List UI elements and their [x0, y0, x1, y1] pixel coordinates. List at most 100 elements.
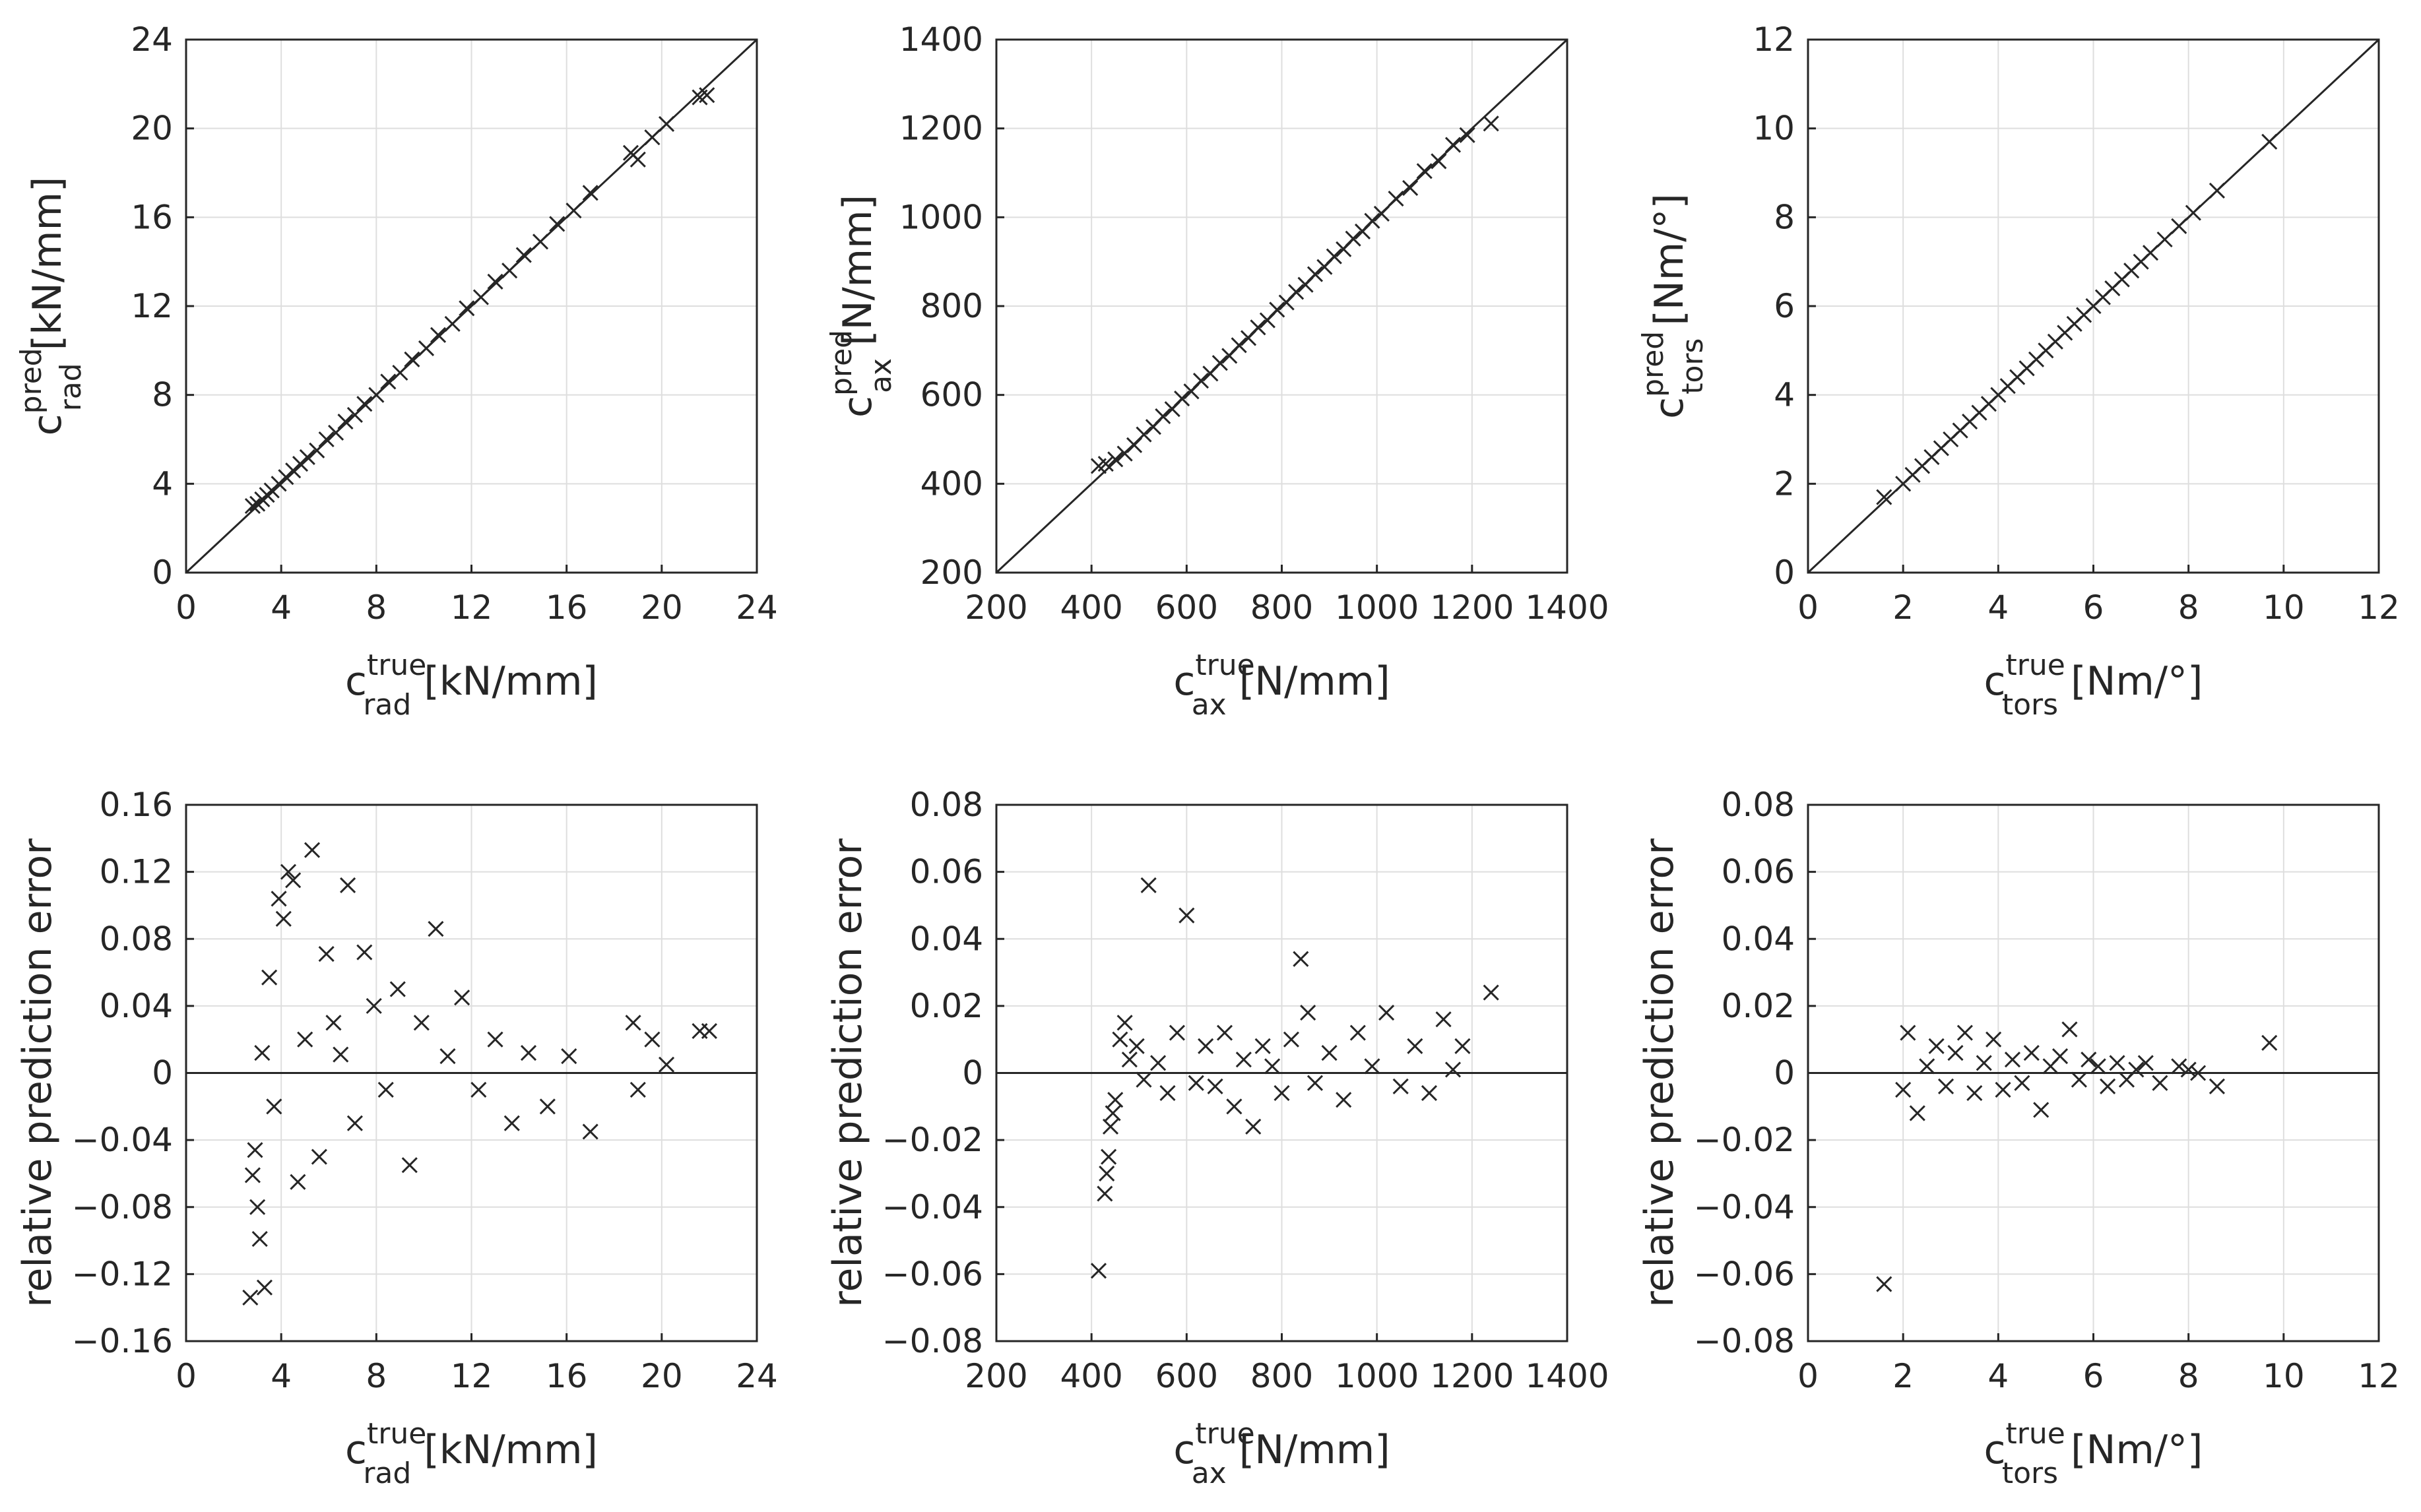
- data-point: [377, 1081, 394, 1098]
- data-point: [1459, 127, 1475, 143]
- data-point: [701, 1023, 717, 1040]
- y-tick-label: 0.02: [910, 987, 983, 1025]
- data-point: [1207, 1078, 1223, 1094]
- data-point: [625, 1015, 641, 1031]
- data-point: [1121, 1052, 1138, 1068]
- data-point: [261, 969, 278, 986]
- data-point: [1326, 248, 1342, 265]
- y-tick-label: −0.02: [882, 1121, 983, 1159]
- y-tick-label: −0.04: [72, 1121, 173, 1159]
- data-point: [2152, 1075, 2168, 1091]
- y-tick-label: −0.06: [882, 1255, 983, 1293]
- y-tick-label: 0.04: [910, 920, 983, 958]
- data-point: [1107, 1092, 1124, 1108]
- data-point: [1407, 1038, 1423, 1054]
- data-point: [428, 920, 444, 937]
- y-tick-label: 20: [131, 110, 173, 148]
- data-point: [1956, 1024, 1973, 1041]
- x-tick-label: 6: [2083, 588, 2104, 627]
- data-point: [1373, 205, 1390, 222]
- data-point: [380, 373, 397, 390]
- x-tick-label: 8: [2178, 1357, 2199, 1395]
- y-tick-label: −0.04: [882, 1188, 983, 1226]
- data-point: [1250, 319, 1266, 336]
- data-point: [1483, 115, 1499, 132]
- data-point: [1364, 1058, 1380, 1075]
- data-point: [2100, 1078, 2116, 1094]
- data-point: [418, 340, 435, 357]
- tick-marks: [995, 803, 1568, 1342]
- data-point: [501, 263, 518, 279]
- x-tick-label: 4: [1987, 588, 2009, 627]
- y-tick-label: 0: [1774, 553, 1795, 592]
- data-point: [658, 115, 675, 132]
- data-point: [2180, 1061, 2197, 1078]
- data-point: [1976, 1055, 1992, 1071]
- data-point: [2185, 205, 2201, 221]
- x-tick-label: 8: [2178, 588, 2199, 627]
- y-tick-label: 1400: [899, 20, 983, 59]
- data-point: [254, 1044, 271, 1061]
- y-tick-label: 200: [920, 553, 983, 592]
- panel-radial-error: 0 4 8 12 16 20 24 −0.16 −0.12 −0.08 −0.04 0 0.04 0.08…: [15, 786, 778, 1490]
- data-point: [582, 1123, 598, 1140]
- x-axis-label: ctrue rad [kN/mm]: [345, 648, 598, 722]
- x-tick-label: 1400: [1525, 1357, 1609, 1395]
- data-point: [1235, 1052, 1252, 1068]
- x-tick-label: 800: [1250, 1357, 1313, 1395]
- data-point: [1345, 230, 1361, 247]
- data-point: [1216, 1024, 1233, 1041]
- x-tick-label: 4: [271, 1357, 292, 1395]
- data-point: [532, 234, 549, 250]
- data-point: [2261, 1034, 2278, 1051]
- data-point: [389, 981, 406, 997]
- data-point: [337, 414, 354, 430]
- data-point: [2071, 1071, 2087, 1088]
- x-tick-label: 12: [451, 588, 493, 627]
- data-point: [1269, 301, 1285, 318]
- data-point: [256, 1279, 273, 1296]
- data-point: [1293, 951, 1309, 967]
- y-tick-label: 1000: [899, 198, 983, 236]
- x-tick-label: 400: [1060, 1357, 1122, 1395]
- data-point: [242, 1289, 259, 1306]
- y-tick-label: 0.06: [910, 853, 983, 891]
- data-point: [1364, 212, 1380, 229]
- data-point: [244, 497, 261, 515]
- data-point: [470, 1081, 487, 1098]
- data-point: [1169, 1024, 1185, 1041]
- data-point: [430, 327, 447, 343]
- data-point: [2081, 1052, 2097, 1068]
- y-tick-label: 1200: [899, 110, 983, 148]
- x-tick-label: 8: [366, 588, 387, 627]
- data-point: [2033, 1102, 2050, 1118]
- data-point: [644, 1031, 661, 1048]
- y-axis-label: relative prediction error: [1636, 838, 1683, 1307]
- data-point: [1231, 337, 1247, 354]
- data-point: [244, 1167, 261, 1183]
- y-tick-label: 0.04: [1722, 920, 1795, 958]
- tick-marks: [1807, 803, 2380, 1342]
- x-tick-label: 2: [1892, 1357, 1914, 1395]
- data-point: [368, 387, 385, 403]
- data-point: [1097, 1185, 1113, 1202]
- x-tick-label: 6: [2083, 1357, 2104, 1395]
- data-point: [285, 872, 302, 889]
- data-point: [366, 997, 382, 1014]
- x-tick-label: 4: [271, 588, 292, 627]
- data-point: [1349, 1024, 1366, 1041]
- x-tick-label: 600: [1155, 1357, 1218, 1395]
- data-point: [1245, 1118, 1262, 1135]
- x-tick-label: 20: [641, 588, 683, 627]
- data-point: [1947, 1044, 1964, 1061]
- data-point: [454, 990, 470, 1006]
- x-axis-label: ctrue tors [Nm/°]: [1984, 648, 2203, 722]
- data-point: [1392, 1078, 1409, 1094]
- y-tick-label: 0.08: [1722, 786, 1795, 824]
- data-point: [1321, 1044, 1338, 1061]
- y-tick-label: 0: [962, 1054, 983, 1092]
- data-point: [1264, 1058, 1281, 1075]
- data-point: [1919, 1058, 1935, 1075]
- x-tick-label: 12: [2358, 588, 2400, 627]
- data-point: [2142, 245, 2159, 261]
